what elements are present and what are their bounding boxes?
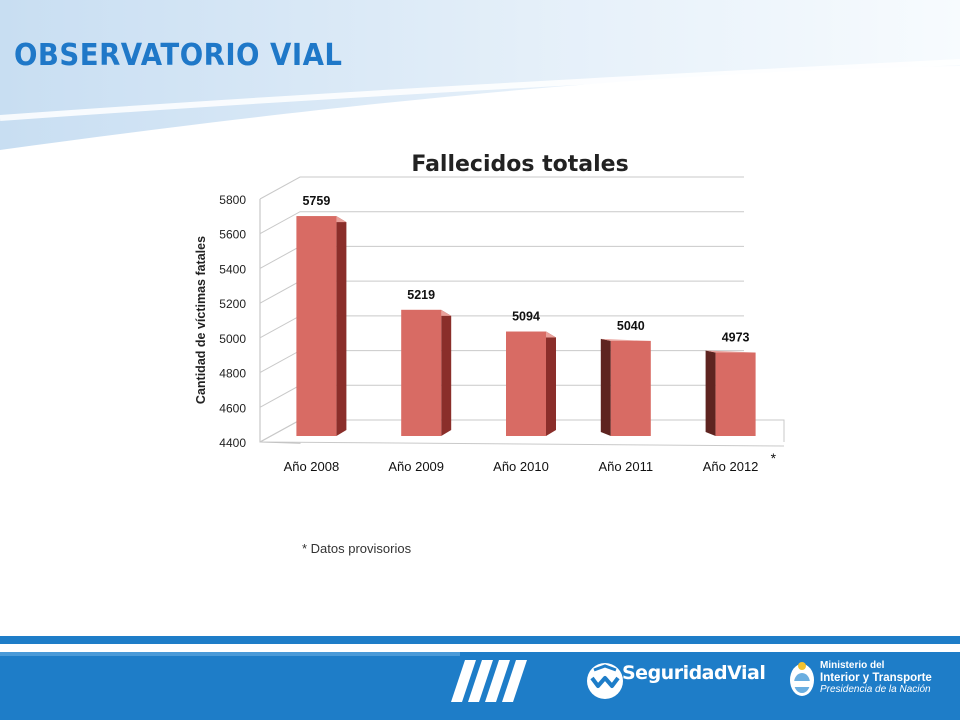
y-axis-label: Cantidad de víctimas fatales (194, 236, 208, 404)
bar-side (546, 331, 556, 436)
data-label: 4973 (722, 331, 750, 345)
data-label: 5759 (302, 194, 330, 208)
bar-side (705, 350, 716, 436)
seguridad-vial-brand: SeguridadVial (622, 662, 766, 684)
bar (401, 309, 442, 436)
x-tick-label: Año 2008 (284, 459, 340, 474)
bar-top (705, 350, 756, 353)
data-label: 5219 (407, 288, 435, 302)
y-tick-label: 5600 (219, 228, 246, 242)
bar (506, 331, 546, 436)
bar (715, 352, 756, 436)
data-label: 5040 (617, 319, 645, 333)
brand-seguridad: Seguridad (622, 662, 728, 684)
footnote: * Datos provisorios (302, 541, 412, 556)
y-tick-label: 5800 (219, 193, 246, 207)
y-tick-label: 5400 (219, 262, 246, 276)
y-tick-label: 4600 (219, 401, 246, 415)
seguridad-vial-logo-icon (587, 663, 623, 699)
bar (296, 216, 337, 436)
page-title: OBSERVATORIO VIAL (14, 38, 343, 73)
gridline (259, 176, 744, 200)
y-tick-label: 4400 (219, 436, 246, 450)
brand-vial: Vial (727, 662, 766, 684)
footer-banner (0, 636, 960, 720)
x-tick-label: Año 2009 (388, 459, 444, 474)
bar-side (600, 338, 611, 436)
ministerio-block: Ministerio del Interior y Transporte Pre… (820, 660, 932, 696)
x-tick-label: Año 2012 (703, 459, 759, 474)
bar-top (600, 338, 651, 341)
gridline (259, 211, 744, 235)
y-tick-label: 5200 (219, 297, 246, 311)
y-tick-label: 4800 (219, 367, 246, 381)
x-tick-label: Año 2011 (598, 459, 653, 474)
x-tick-label: Año 2010 (493, 459, 549, 474)
bar (610, 340, 651, 436)
header-banner (0, 0, 960, 150)
escudo-icon (790, 662, 814, 696)
annotation-asterisk: * (771, 450, 777, 466)
ministerio-line1: Ministerio del (820, 660, 885, 671)
ministerio-line2: Interior y Transporte (820, 672, 932, 684)
stripes-icon (451, 660, 527, 702)
ministerio-line3: Presidencia de la Nación (820, 684, 931, 695)
y-tick-label: 5000 (219, 332, 246, 346)
plot-frame (259, 199, 301, 444)
data-label: 5094 (512, 310, 540, 324)
chart-title: Fallecidos totales (411, 152, 629, 177)
bar-side (441, 309, 452, 436)
bar-side (336, 216, 347, 436)
